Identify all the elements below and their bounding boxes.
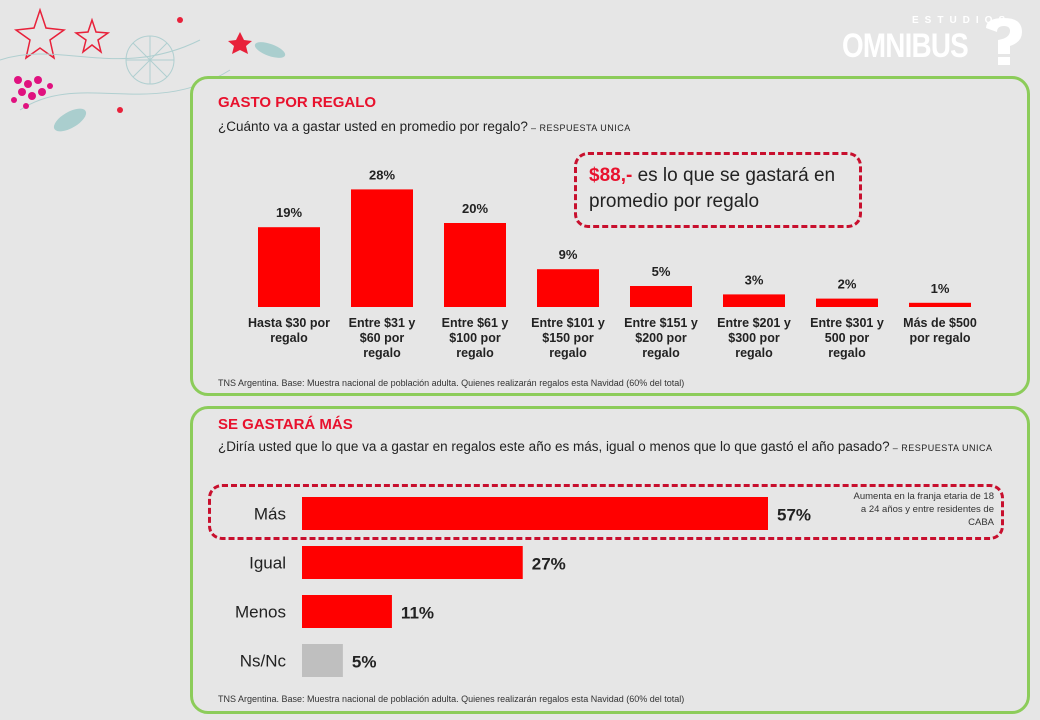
section1-title: GASTO POR REGALO bbox=[218, 94, 377, 111]
bar-value-label-3: 9% bbox=[559, 247, 578, 262]
category-label-line: Entre $201 y bbox=[717, 316, 791, 330]
section1-question-text: ¿Cuánto va a gastar usted en promedio po… bbox=[218, 119, 528, 134]
category-label-line: $200 por bbox=[635, 331, 687, 345]
category-label-line: Entre $151 y bbox=[624, 316, 698, 330]
question-mark-icon bbox=[986, 18, 1022, 65]
section2-question-suffix: – RESPUESTA UNICA bbox=[889, 443, 993, 453]
spend-more-bar-chart: Más 57% Igual 27% Menos 11% Ns/Nc 5% bbox=[235, 497, 811, 677]
hbar-value-label-3: 5% bbox=[352, 653, 377, 672]
section2-source: TNS Argentina. Base: Muestra nacional de… bbox=[218, 694, 685, 704]
average-spend-callout: $88,- es lo que se gastará en promedio p… bbox=[574, 152, 862, 228]
age-group-note: Aumenta en la franja etaria de 18 a 24 a… bbox=[853, 491, 994, 528]
logo-small-text: ESTUDIOS bbox=[912, 15, 1012, 26]
category-label-5: Entre $201 y $300 por regalo bbox=[717, 316, 791, 360]
category-label-3: Entre $101 y $150 por regalo bbox=[531, 316, 605, 360]
section2-title: SE GASTARÁ MÁS bbox=[218, 416, 353, 433]
category-label-line: regalo bbox=[828, 346, 866, 360]
bar-value-label-4: 5% bbox=[652, 264, 671, 279]
category-label-line: Entre $61 y bbox=[442, 316, 509, 330]
category-label-line: $100 por bbox=[449, 331, 501, 345]
category-label-line: $300 por bbox=[728, 331, 780, 345]
category-label-4: Entre $151 y $200 por regalo bbox=[624, 316, 698, 360]
bar-value-label-1: 28% bbox=[369, 167, 395, 182]
category-label-line: regalo bbox=[270, 331, 308, 345]
category-label-line: 500 por bbox=[825, 331, 870, 345]
category-label-line: regalo bbox=[735, 346, 773, 360]
category-label-line: $150 por bbox=[542, 331, 594, 345]
hbar-category-3: Ns/Nc bbox=[240, 652, 287, 671]
bar-value-label-0: 19% bbox=[276, 205, 302, 220]
bar-1 bbox=[351, 189, 413, 307]
bar-value-label-7: 1% bbox=[931, 281, 950, 296]
bar-0 bbox=[258, 227, 320, 307]
section1-question-suffix: – RESPUESTA UNICA bbox=[527, 123, 631, 133]
category-label-line: Entre $301 y bbox=[810, 316, 884, 330]
spend-per-gift-panel bbox=[190, 76, 1030, 396]
hbar-3 bbox=[302, 644, 343, 677]
bar-2 bbox=[444, 223, 506, 307]
category-label-1: Entre $31 y $60 por regalo bbox=[349, 316, 416, 360]
category-label-line: Entre $31 y bbox=[349, 316, 416, 330]
section1-question: ¿Cuánto va a gastar usted en promedio po… bbox=[218, 118, 631, 137]
omnibus-logo: ESTUDIOS OMNIBUS bbox=[842, 14, 1027, 70]
category-label-line: Hasta $30 por bbox=[248, 316, 330, 330]
section1-source: TNS Argentina. Base: Muestra nacional de… bbox=[218, 378, 685, 388]
hbar-value-label-1: 27% bbox=[532, 555, 566, 574]
hbar-category-0: Más bbox=[254, 505, 286, 524]
mas-highlight-callout bbox=[208, 484, 1004, 540]
section2-question: ¿Diría usted que lo que va a gastar en r… bbox=[218, 438, 1008, 457]
bar-3 bbox=[537, 269, 599, 307]
hbar-1 bbox=[302, 546, 523, 579]
category-label-line: regalo bbox=[456, 346, 494, 360]
bar-4 bbox=[630, 286, 692, 307]
category-label-line: regalo bbox=[363, 346, 401, 360]
category-label-2: Entre $61 y $100 por regalo bbox=[442, 316, 509, 360]
bar-value-label-5: 3% bbox=[745, 272, 764, 287]
category-label-6: Entre $301 y 500 por regalo bbox=[810, 316, 884, 360]
christmas-decoration bbox=[0, 7, 286, 132]
category-label-7: Más de $500 por regalo bbox=[903, 316, 977, 345]
category-label-0: Hasta $30 por regalo bbox=[248, 316, 330, 345]
logo-text: OMNIBUS bbox=[842, 27, 969, 65]
hbar-2 bbox=[302, 595, 392, 628]
bar-value-label-6: 2% bbox=[838, 277, 857, 292]
hbar-value-label-0: 57% bbox=[777, 506, 811, 525]
hbar-category-1: Igual bbox=[249, 554, 286, 573]
bar-value-label-2: 20% bbox=[462, 201, 488, 216]
hbar-value-label-2: 11% bbox=[401, 604, 434, 623]
average-spend-value: $88,- bbox=[589, 165, 633, 186]
category-label-line: regalo bbox=[642, 346, 680, 360]
hbar-category-2: Menos bbox=[235, 603, 286, 622]
category-label-line: regalo bbox=[549, 346, 587, 360]
bar-5 bbox=[723, 294, 785, 307]
bar-6 bbox=[816, 298, 878, 307]
category-label-line: Más de $500 bbox=[903, 316, 977, 330]
average-spend-text: es lo que se gastará en promedio por reg… bbox=[589, 165, 836, 212]
category-label-line: Entre $101 y bbox=[531, 316, 605, 330]
category-label-line: por regalo bbox=[909, 331, 970, 345]
hbar-0 bbox=[302, 497, 768, 530]
bar-7 bbox=[909, 302, 971, 307]
section2-question-text: ¿Diría usted que lo que va a gastar en r… bbox=[218, 439, 890, 454]
category-label-line: $60 por bbox=[360, 331, 405, 345]
